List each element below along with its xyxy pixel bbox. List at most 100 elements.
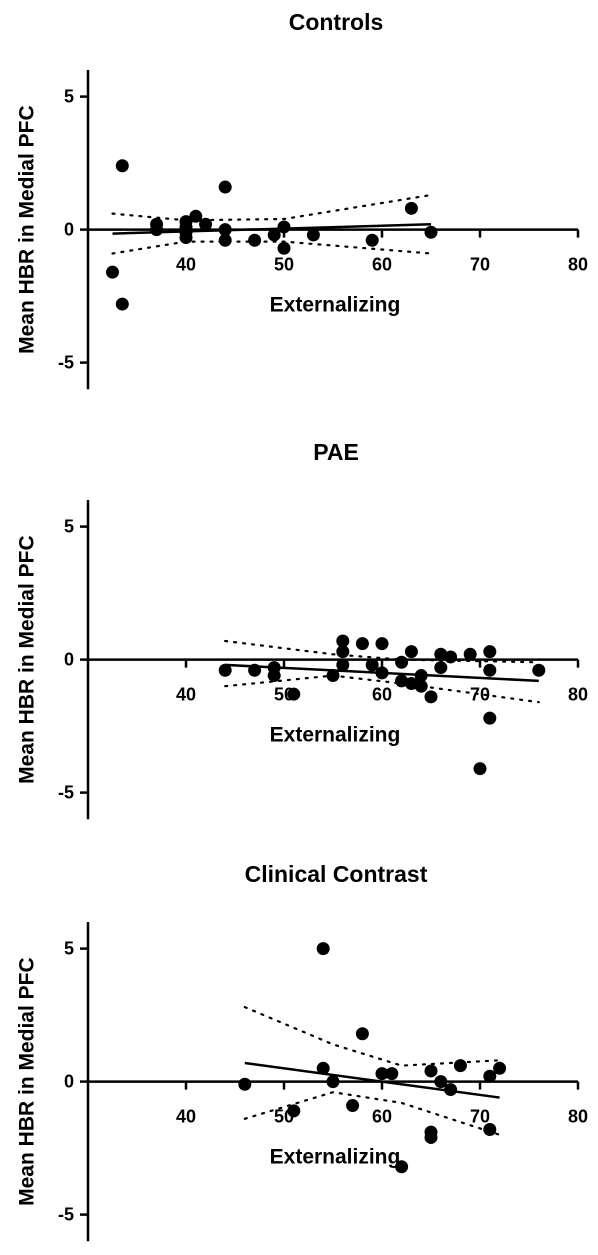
ci-lower-band xyxy=(111,240,433,255)
data-point xyxy=(483,645,497,659)
data-point xyxy=(336,658,350,672)
chart-title: Controls xyxy=(289,9,384,35)
data-point xyxy=(434,647,448,661)
data-point xyxy=(248,233,262,247)
data-point xyxy=(444,1083,458,1097)
data-point xyxy=(385,1067,399,1081)
data-point xyxy=(483,711,497,725)
data-point xyxy=(355,1027,369,1041)
ci-upper-band xyxy=(224,639,540,664)
data-point xyxy=(306,228,320,242)
ci-upper-band xyxy=(111,193,433,222)
data-point xyxy=(326,669,340,683)
data-point xyxy=(277,241,291,255)
x-axis-label: Externalizing xyxy=(270,1146,401,1169)
y-tick-label: 0 xyxy=(64,1072,74,1092)
chart-title: Clinical Contrast xyxy=(245,861,428,887)
x-tick-label: 70 xyxy=(470,255,490,275)
data-point xyxy=(532,663,546,677)
x-tick-label: 70 xyxy=(470,1107,490,1127)
data-point xyxy=(424,225,438,239)
data-point xyxy=(218,233,232,247)
data-point xyxy=(473,762,487,776)
x-tick-label: 60 xyxy=(372,1107,392,1127)
data-point xyxy=(199,217,213,231)
data-point xyxy=(483,1122,497,1136)
y-tick-label: 5 xyxy=(64,87,74,107)
data-point xyxy=(287,687,301,701)
data-point xyxy=(434,661,448,675)
x-tick-label: 50 xyxy=(274,255,294,275)
x-tick-label: 40 xyxy=(176,685,196,705)
data-point xyxy=(444,650,458,664)
data-point xyxy=(434,1075,448,1089)
data-point xyxy=(414,669,428,683)
x-tick-label: 80 xyxy=(568,255,588,275)
data-point xyxy=(106,265,119,279)
data-point xyxy=(218,180,232,194)
ci-lower-band xyxy=(243,1091,501,1136)
data-point xyxy=(395,1160,409,1174)
data-point xyxy=(404,201,418,215)
data-point xyxy=(355,637,369,651)
data-point xyxy=(346,1099,360,1113)
data-point xyxy=(395,655,409,669)
y-tick-label: -5 xyxy=(58,783,74,803)
x-tick-label: 40 xyxy=(176,255,196,275)
data-point xyxy=(365,233,379,247)
data-point xyxy=(248,663,262,677)
data-point xyxy=(287,1104,301,1118)
y-tick-label: 0 xyxy=(64,650,74,670)
data-point xyxy=(316,1061,330,1075)
y-tick-label: -5 xyxy=(58,1205,74,1225)
regression-line xyxy=(244,1061,500,1099)
x-tick-label: 70 xyxy=(470,685,490,705)
y-tick-label: 0 xyxy=(64,220,74,240)
x-tick-label: 40 xyxy=(176,1107,196,1127)
x-tick-label: 60 xyxy=(372,255,392,275)
data-point xyxy=(267,669,281,683)
data-point xyxy=(316,942,330,956)
x-tick-label: 80 xyxy=(568,685,588,705)
y-axis-label: Mean HBR in Medial PFC xyxy=(16,105,39,354)
y-axis-label: Mean HBR in Medial PFC xyxy=(16,957,39,1206)
y-tick-label: 5 xyxy=(64,517,74,537)
ci-upper-band xyxy=(243,1006,501,1067)
ci-lower-band xyxy=(224,674,540,704)
data-point xyxy=(238,1077,252,1091)
data-point xyxy=(404,645,418,659)
data-point xyxy=(189,209,203,223)
data-point xyxy=(424,1064,438,1078)
y-axis-label: Mean HBR in Medial PFC xyxy=(16,535,39,784)
data-point xyxy=(375,666,389,680)
data-point xyxy=(424,1130,438,1144)
data-point xyxy=(453,1059,467,1073)
data-point xyxy=(414,679,428,693)
data-point xyxy=(115,159,129,173)
x-tick-label: 50 xyxy=(274,685,294,705)
y-tick-label: -5 xyxy=(58,353,74,373)
data-point xyxy=(375,1067,389,1081)
data-point xyxy=(375,637,389,651)
data-point xyxy=(218,223,232,237)
data-point xyxy=(395,674,409,688)
data-point xyxy=(483,663,497,677)
data-point xyxy=(424,690,438,704)
data-point xyxy=(277,220,291,234)
data-point xyxy=(115,297,129,311)
chart-title: PAE xyxy=(313,439,359,465)
data-point xyxy=(150,223,164,237)
data-point xyxy=(493,1061,507,1075)
data-point xyxy=(483,1069,497,1083)
x-tick-label: 80 xyxy=(568,1107,588,1127)
data-point xyxy=(179,231,193,245)
data-point xyxy=(326,1075,340,1089)
data-point xyxy=(365,658,379,672)
y-tick-label: 5 xyxy=(64,939,74,959)
data-point xyxy=(336,634,350,648)
data-point xyxy=(218,663,232,677)
